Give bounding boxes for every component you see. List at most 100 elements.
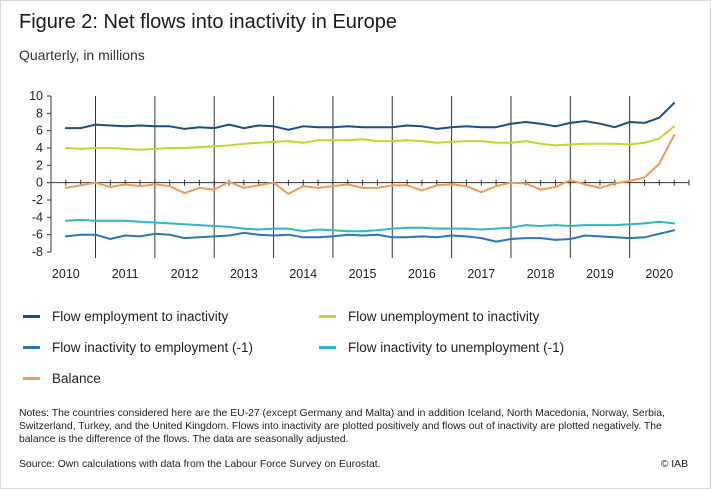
data-point	[272, 234, 275, 237]
data-point	[613, 126, 616, 129]
data-point	[64, 235, 67, 238]
data-point	[272, 181, 275, 184]
data-point	[361, 138, 364, 141]
data-point	[450, 227, 453, 230]
data-point	[153, 221, 156, 224]
figure-subtitle: Quarterly, in millions	[19, 47, 145, 63]
data-point	[673, 125, 676, 128]
data-point	[450, 234, 453, 237]
data-point	[64, 186, 67, 189]
data-point	[569, 225, 572, 227]
data-point	[287, 128, 290, 131]
data-point	[317, 139, 319, 142]
data-point	[406, 124, 408, 127]
series-line-2	[65, 229, 675, 243]
data-point	[465, 235, 468, 238]
x-tick-label: 2012	[171, 267, 199, 281]
data-point	[228, 234, 230, 237]
data-point	[168, 125, 171, 128]
data-point	[569, 121, 572, 124]
data-point	[391, 227, 394, 230]
data-point	[153, 183, 156, 186]
legend-item-inactivity-to-unemployment: Flow inactivity to unemployment (-1)	[319, 340, 564, 355]
data-point	[317, 186, 319, 189]
legend-swatch	[23, 346, 40, 349]
data-point	[510, 238, 512, 240]
data-point	[257, 228, 260, 231]
data-point	[643, 222, 646, 225]
data-point	[94, 233, 97, 236]
data-point	[435, 128, 438, 130]
data-point	[376, 233, 379, 236]
data-point	[228, 180, 230, 183]
data-point	[64, 127, 67, 129]
data-point	[539, 188, 542, 191]
data-point	[613, 224, 616, 227]
data-point	[554, 125, 557, 128]
data-point	[406, 226, 408, 229]
data-point	[628, 223, 631, 226]
x-tick-label: 2011	[112, 267, 139, 281]
data-point	[257, 233, 260, 236]
figure-source: Source: Own calculations with data from …	[19, 459, 381, 470]
data-point	[361, 234, 364, 237]
data-point	[376, 186, 379, 189]
data-point	[465, 125, 468, 128]
legend-swatch	[23, 315, 40, 318]
data-point	[539, 142, 542, 145]
legend-swatch	[319, 315, 336, 318]
data-point	[183, 147, 186, 149]
legend-label: Flow inactivity to unemployment (-1)	[348, 340, 565, 355]
data-point	[124, 234, 127, 237]
figure-title: Figure 2: Net flows into inactivity in E…	[19, 11, 397, 33]
data-point	[64, 147, 67, 149]
data-point	[94, 181, 97, 184]
series-line-3	[65, 218, 675, 233]
data-point	[628, 180, 631, 182]
data-point	[346, 183, 349, 186]
data-point	[421, 235, 423, 238]
data-point	[79, 147, 82, 150]
legend-label: Balance	[52, 371, 101, 386]
data-point	[361, 186, 364, 189]
data-point	[435, 184, 438, 187]
x-tick-label: 2018	[527, 267, 555, 281]
data-point	[317, 126, 319, 129]
data-point	[435, 236, 438, 239]
data-point	[94, 219, 97, 222]
data-point	[391, 184, 394, 187]
data-point	[94, 147, 97, 149]
data-point	[257, 141, 260, 144]
data-point	[124, 183, 127, 186]
data-point	[613, 182, 616, 185]
data-point	[109, 147, 112, 149]
data-point	[450, 141, 453, 143]
data-point	[673, 222, 676, 225]
data-point	[376, 229, 379, 232]
data-point	[421, 226, 423, 229]
data-point	[673, 102, 676, 104]
data-point	[406, 184, 408, 187]
data-point	[302, 185, 305, 188]
data-point	[480, 228, 483, 231]
data-point	[139, 185, 141, 188]
data-point	[391, 126, 394, 129]
data-point	[495, 240, 498, 243]
y-tick-label: -4	[32, 210, 43, 224]
data-point	[153, 147, 156, 150]
data-point	[317, 228, 319, 231]
y-tick-label: 6	[36, 124, 43, 138]
data-point	[510, 181, 512, 184]
data-point	[658, 220, 661, 223]
data-point	[346, 139, 349, 142]
data-point	[213, 127, 216, 129]
data-point	[287, 227, 290, 230]
data-point	[302, 230, 305, 233]
data-point	[391, 236, 394, 239]
data-point	[183, 237, 186, 240]
data-point	[124, 219, 127, 222]
line-chart: 10 8 6 4 2 0 -2 -4 -6 -8 2010 2011 2012 2013 2014 2015 2…	[29, 89, 690, 281]
series-line-4	[65, 134, 676, 195]
data-point	[539, 225, 542, 227]
y-tick-label: 2	[36, 158, 43, 172]
